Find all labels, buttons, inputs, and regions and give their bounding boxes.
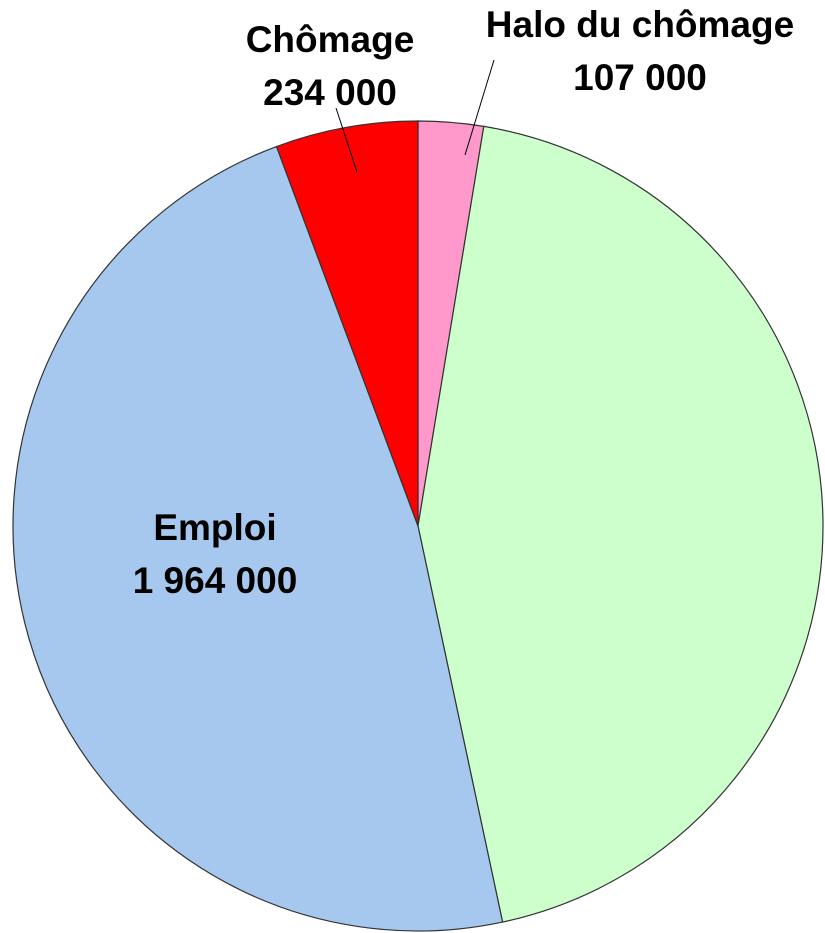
pie-slice (417, 125, 824, 923)
value-label: 1 964 000 (133, 560, 298, 601)
slice-label: Halo du chômage (486, 4, 794, 45)
slice-label: Chômage (246, 19, 415, 60)
pie-slice (275, 120, 419, 527)
value-label: 107 000 (573, 57, 707, 98)
leader-line (464, 59, 495, 156)
value-label: 234 000 (263, 72, 397, 113)
slice-label: Emploi (153, 507, 276, 548)
leader-line (335, 107, 358, 173)
pie-slice (12, 145, 504, 932)
